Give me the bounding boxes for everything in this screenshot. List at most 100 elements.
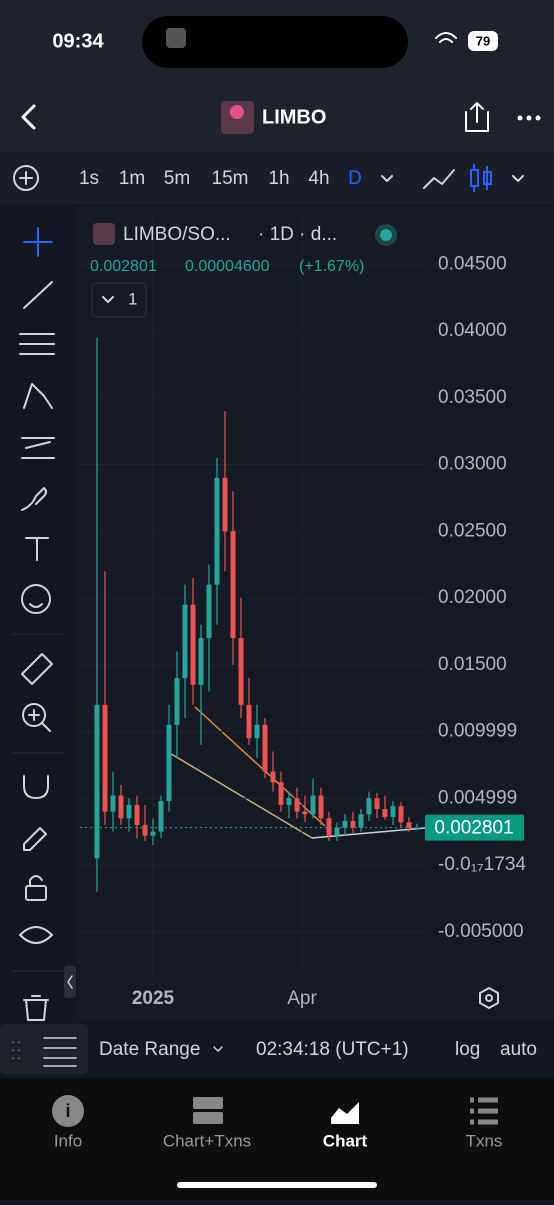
legend-close: 0.002801 — [90, 258, 157, 275]
candle-body — [286, 798, 292, 805]
pattern-tool[interactable] — [23, 383, 53, 409]
candle-body — [166, 724, 172, 801]
chart-bg — [78, 206, 554, 1022]
y-tick-label: 0.04500 — [438, 253, 507, 274]
projection-tool[interactable] — [21, 437, 55, 459]
more-button[interactable] — [517, 115, 541, 121]
y-tick-label: 0.03000 — [438, 454, 507, 475]
share-button[interactable] — [465, 102, 489, 132]
candle-body — [150, 831, 156, 836]
tab-label[interactable]: Txns — [466, 1131, 503, 1150]
candle-body — [94, 704, 100, 859]
tab-label[interactable]: Chart+Txns — [163, 1131, 251, 1150]
candle-body — [214, 477, 220, 585]
zoom-glyph — [28, 709, 51, 732]
status-dot — [380, 229, 392, 241]
island-thumb — [166, 28, 186, 48]
text-tool[interactable] — [25, 537, 49, 561]
magnet-tool[interactable] — [23, 775, 49, 799]
candle-body — [326, 818, 332, 836]
back-button[interactable] — [21, 104, 36, 130]
indicator-toggle[interactable] — [91, 282, 147, 318]
trendline-tool[interactable] — [23, 281, 53, 309]
toolbar-bg — [0, 152, 554, 204]
chart-settings[interactable] — [479, 987, 499, 1009]
y-tick-label: -0.0₁₇1734 — [438, 854, 526, 875]
candle-body — [102, 704, 108, 812]
unlock-tool[interactable] — [25, 885, 47, 901]
candle-body — [302, 811, 308, 815]
fib-tool[interactable] — [19, 333, 55, 355]
trend-line — [167, 751, 313, 839]
battery — [468, 31, 498, 51]
chart-icon — [331, 1102, 359, 1124]
panel-handle[interactable] — [0, 1024, 88, 1074]
delete-tool[interactable] — [23, 995, 49, 1021]
battery-level: 79 — [476, 33, 490, 48]
tab-label[interactable]: Chart — [323, 1131, 368, 1150]
timeframe[interactable]: 4h — [308, 168, 329, 189]
visibility-tool[interactable] — [19, 926, 53, 944]
brush-tool[interactable] — [21, 487, 47, 511]
candle-body — [270, 771, 276, 783]
style-menu[interactable] — [512, 175, 524, 182]
emoji-tool[interactable] — [21, 584, 51, 614]
candle-body — [262, 724, 268, 772]
header-title: LIMBO — [262, 106, 326, 128]
candle-body — [190, 604, 196, 685]
tab-label[interactable]: Info — [54, 1131, 82, 1150]
candle-body — [158, 800, 164, 832]
candle-body — [126, 804, 132, 819]
last-price-tag — [425, 814, 524, 841]
tool-divider — [12, 633, 64, 972]
crosshair-tool[interactable] — [23, 227, 53, 257]
legend-change-pct: (+1.67%) — [299, 258, 364, 275]
dynamic-island — [142, 16, 408, 68]
candle-body — [318, 795, 324, 819]
candle-body — [374, 798, 380, 809]
candle-body — [350, 820, 356, 828]
timeframe[interactable]: 1s — [79, 168, 99, 189]
clock: 02:34:18 (UTC+1) — [256, 1039, 409, 1060]
txns-icon — [470, 1097, 498, 1125]
y-tick-label: 0.009999 — [438, 721, 517, 742]
date-range[interactable]: Date Range — [99, 1039, 200, 1060]
zoom-tool[interactable] — [22, 703, 46, 727]
add-indicator[interactable] — [13, 165, 39, 191]
timeframe[interactable]: 15m — [212, 168, 249, 189]
timeframe[interactable]: 1h — [268, 168, 289, 189]
collapse-tab[interactable] — [64, 966, 76, 998]
last-price-label: 0.002801 — [434, 818, 513, 839]
candle-body — [334, 827, 340, 836]
log-toggle[interactable]: log — [455, 1039, 480, 1060]
info-icon — [52, 1095, 84, 1127]
candle-body — [198, 638, 204, 685]
legend-avatar — [93, 223, 115, 245]
legend-interval: · 1D · d... — [258, 224, 337, 245]
candle-body — [246, 704, 252, 739]
candle-body — [310, 795, 316, 815]
objects-icon — [43, 1037, 77, 1067]
lock-drawing-tool[interactable] — [23, 827, 47, 851]
auto-toggle[interactable]: auto — [500, 1039, 537, 1060]
candle-body — [182, 604, 188, 679]
interval-menu[interactable] — [381, 175, 393, 182]
y-tick-label: 0.01500 — [438, 654, 507, 675]
candle-body — [110, 795, 116, 812]
settings-center — [485, 994, 493, 1002]
candle-style[interactable] — [470, 164, 492, 192]
timeframe[interactable]: 1m — [119, 168, 145, 189]
wifi-icon — [435, 32, 457, 43]
home-indicator — [177, 1182, 377, 1188]
candle-body — [238, 638, 244, 705]
timeframe[interactable]: D — [348, 168, 362, 189]
y-tick-label: 0.03500 — [438, 387, 507, 408]
line-style[interactable] — [423, 169, 455, 189]
trend-line — [194, 706, 326, 827]
indicator-chevron — [102, 296, 114, 303]
ruler-tool[interactable] — [21, 653, 53, 685]
chart-txns-icon — [193, 1097, 223, 1109]
timeframe[interactable]: 5m — [164, 168, 190, 189]
